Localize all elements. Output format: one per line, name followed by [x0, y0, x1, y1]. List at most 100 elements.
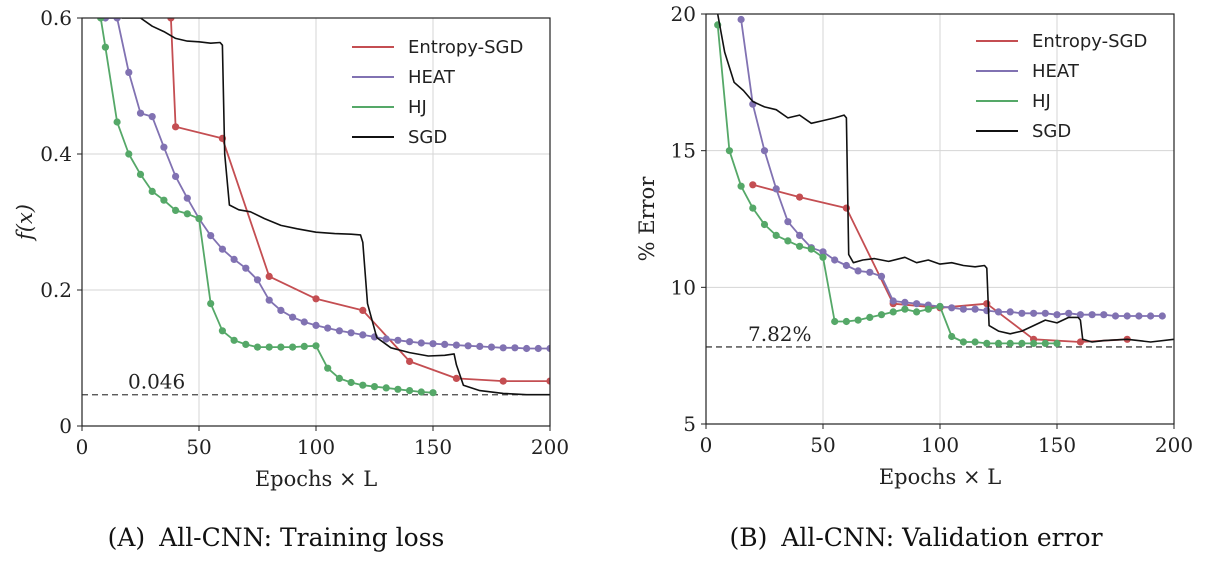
panel-b-series-heat-point [760, 147, 769, 155]
panel-a-legend-label-heat: HEAT [408, 67, 456, 88]
panel-b-series-hj-point [807, 245, 815, 253]
panel-b-series-hj-point [772, 231, 780, 239]
panel-a-x-tick-label: 0 [76, 435, 89, 459]
panel-a-caption-prefix: (A) [108, 523, 146, 552]
panel-b-series-heat-point [889, 297, 897, 305]
panel-a-series-heat-point [324, 324, 332, 332]
panel-b-y-tick-label: 15 [671, 139, 696, 163]
panel-a-legend-label-hj: HJ [408, 97, 427, 118]
panel-b-x-axis-label: Epochs × L [879, 465, 1001, 489]
panel-a-series-hj-point [195, 215, 203, 223]
panel-a-series-hj-point [359, 381, 367, 389]
panel-b-x-tick-label: 100 [921, 433, 959, 457]
panel-a-series-heat-point [511, 344, 519, 352]
panel-b-series-group [714, 14, 1174, 347]
panel-a-series-heat-point [160, 143, 168, 151]
panel-a-series-hj-point [335, 374, 343, 382]
panel-b-series-hj-point [1053, 339, 1061, 347]
panel-b-caption-text: All-CNN: Validation error [780, 523, 1102, 552]
panel-a-series-heat-point [429, 340, 437, 348]
panel-a-series-heat-point [464, 342, 472, 350]
panel-b-series-heat-point [1123, 312, 1131, 320]
panel-a-series-hj-point [230, 336, 238, 344]
panel-a-series-entropy-sgd-point [499, 377, 507, 385]
panel-b-series-heat-point [971, 305, 979, 313]
panel-a-series-heat-point [113, 18, 121, 22]
panel-a-reference-label: 0.046 [128, 370, 185, 394]
panel-a-series-hj-point [417, 388, 425, 396]
panel-b-series-hj-point [877, 311, 886, 319]
panel-b-series-hj-point [889, 308, 897, 316]
panel-a-series-heat-point [534, 344, 542, 353]
panel-b-series-hj-point [1006, 339, 1014, 347]
panel-b-series-heat-point [831, 256, 839, 264]
panel-b-reference-label: 7.82% [748, 322, 812, 346]
panel-a-series-hj-point [289, 343, 297, 351]
panel-a-series-hj-point [370, 383, 379, 391]
panel-b-series-hj-point [936, 302, 944, 311]
panel-b-legend: Entropy-SGD HEAT HJ SGD [976, 31, 1147, 142]
panel-b-series-hj-point [737, 182, 745, 190]
panel-a-series-heat-point [523, 344, 531, 353]
panel-b-series-hj-point [866, 313, 874, 321]
panel-a-series-hj-point [160, 196, 168, 204]
panel-a-series-hj-point [242, 340, 250, 348]
panel-a-series-entropy-sgd-point [359, 306, 367, 314]
panel-b-series-heat-point [737, 15, 745, 24]
panel-b-series-heat-point [1065, 309, 1073, 317]
panel-a-caption: (A) All-CNN: Training loss [108, 523, 445, 552]
panel-b-series-hj-point [842, 317, 851, 326]
panel-b-series-heat-point [866, 268, 874, 276]
panel-b-series-heat-point [948, 304, 956, 312]
panel-a-series-heat-point [183, 194, 191, 202]
panel-a-series-heat-point [406, 338, 414, 346]
panel-b-series-heat-point [1147, 312, 1155, 320]
panel-b-grid [705, 13, 1175, 425]
panel-a-series-hj-point [382, 384, 390, 392]
panel-a-series-hj-point [113, 118, 121, 126]
panel-a-series-hj-line [99, 18, 434, 394]
panel-b-series-heat-point [854, 267, 862, 275]
panel-b-series-heat-point [1018, 309, 1026, 317]
panel-b-series-entropy-sgd-point [842, 204, 851, 212]
panel-b-series-heat-point [994, 308, 1003, 316]
panel-b-series-hj-point [760, 220, 769, 229]
panel-a-caption-text: All-CNN: Training loss [158, 523, 444, 552]
panel-a-series-heat-point [148, 113, 156, 121]
panel-b-series-heat-point [1053, 311, 1061, 319]
panel-b-legend-label-hj: HJ [1032, 91, 1051, 112]
panel-a-series-heat-point [265, 296, 273, 304]
panel-b-series-heat-point [796, 231, 804, 239]
panel-b-legend-label-sgd: SGD [1032, 121, 1071, 142]
panel-a-series-heat-point [347, 329, 355, 337]
panel-b-series-heat-point [1135, 312, 1143, 320]
panel-a-series-heat-point [253, 276, 262, 284]
panel-b-series-heat-point [959, 305, 968, 313]
panel-a-series-hj-point [312, 342, 320, 350]
panel-b-series-hj-point [831, 317, 839, 326]
panel-a-series-heat-point [382, 335, 390, 343]
panel-b-series-sgd-line [716, 14, 1174, 343]
panel-a-y-axis-label: f(x) [13, 204, 37, 242]
panel-a-series-entropy-sgd-point [167, 18, 175, 22]
panel-b-series-heat-line [740, 19, 1163, 317]
panel-a-series-hj-point [148, 187, 156, 195]
panel-a-series-heat-point [417, 339, 425, 347]
panel-a-y-tick-label: 0.6 [40, 6, 72, 30]
panel-a-series-heat-point [546, 344, 550, 353]
panel-a-x-tick-label: 200 [531, 435, 569, 459]
panel-b-series-heat-point [1100, 311, 1108, 319]
panel-b-series-hj-point [749, 204, 757, 212]
panel-a-series-hj-point [218, 327, 226, 335]
panel-b-legend-label-heat: HEAT [1032, 61, 1080, 82]
panel-a-series-heat-line [105, 18, 550, 350]
panel-a-series-heat-point [487, 343, 496, 351]
panel-a-series-entropy-sgd-point [312, 295, 320, 303]
panel-a-series-entropy-sgd-point [546, 377, 550, 385]
panel-a-series-hj-point [253, 343, 262, 351]
panel-a-series-heat-point [230, 255, 238, 263]
panel-a-series-hj-point [183, 210, 191, 218]
panel-a-series-heat-point [476, 342, 484, 350]
panel-a-training-loss: 0 50 100 150 200 0 0.2 0.4 0.6 Epochs × L f(x) 0.04… [13, 6, 569, 491]
